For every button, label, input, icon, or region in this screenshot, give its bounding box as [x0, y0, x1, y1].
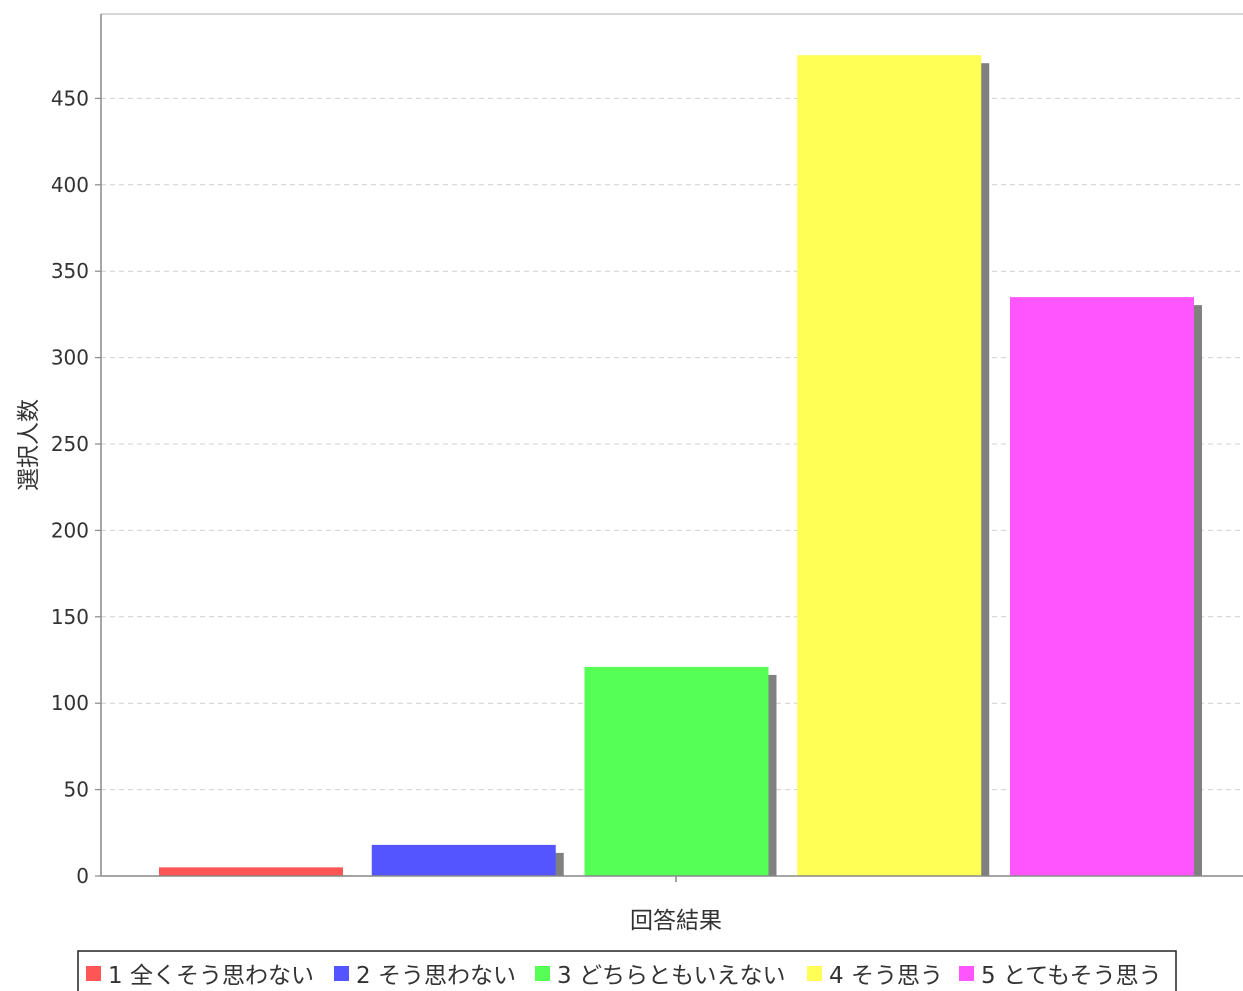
- y-tick-label: 200: [51, 518, 89, 542]
- y-tick-label: 450: [51, 86, 89, 110]
- bar-4: [797, 55, 982, 876]
- legend-label: 5 とてもそう思う: [981, 963, 1162, 989]
- y-axis-title: 選択人数: [16, 399, 42, 491]
- bars: [159, 55, 1194, 876]
- y-tick-label: 300: [51, 346, 89, 370]
- y-tick-label: 150: [51, 605, 89, 629]
- legend-swatch: [959, 966, 974, 981]
- legend: 1 全くそう思わない 2 そう思わない 3 どちらともいえない 4 そう思う 5 とても…: [86, 963, 1162, 989]
- y-axis-ticks: 0 50 100 150 200 250 300 350 400 450: [51, 86, 101, 888]
- y-tick-label: 50: [64, 778, 89, 802]
- bar-1: [159, 867, 343, 876]
- legend-swatch: [334, 966, 349, 981]
- y-tick-label: 250: [51, 432, 89, 456]
- bar-5: [1010, 297, 1194, 876]
- legend-swatch: [86, 966, 101, 981]
- legend-swatch: [807, 966, 822, 981]
- y-tick-label: 100: [51, 691, 89, 715]
- x-axis-title: 回答結果: [630, 908, 722, 934]
- bar-3: [584, 666, 769, 876]
- bar-2: [371, 844, 556, 876]
- legend-label: 1 全くそう思わない: [108, 963, 314, 989]
- y-tick-label: 350: [51, 259, 89, 283]
- legend-box: [77, 950, 1177, 991]
- y-tick-label: 400: [51, 173, 89, 197]
- legend-swatch: [535, 966, 550, 981]
- legend-label: 2 そう思わない: [356, 963, 516, 989]
- legend-label: 4 そう思う: [829, 963, 943, 989]
- legend-label: 3 どちらともいえない: [557, 963, 785, 989]
- y-tick-label: 0: [76, 864, 89, 888]
